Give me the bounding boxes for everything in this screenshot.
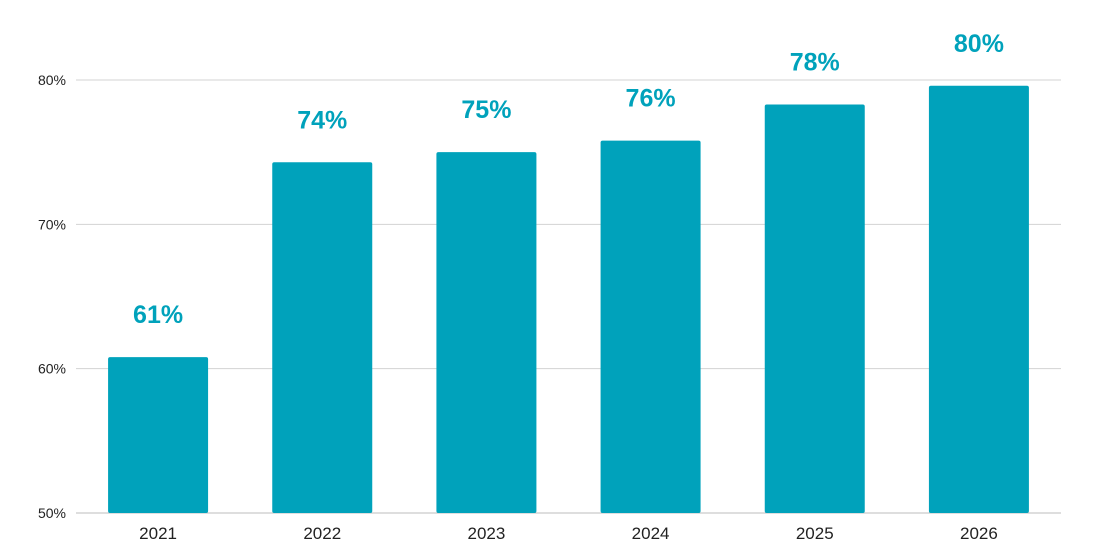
data-label: 80%: [954, 30, 1004, 58]
y-tick-label: 80%: [38, 72, 66, 88]
y-tick-label: 60%: [38, 361, 66, 377]
x-tick-label: 2026: [960, 524, 998, 543]
y-tick-label: 50%: [38, 505, 66, 521]
x-axis: 2021 2022 2023 2024 2025 2026: [139, 524, 998, 543]
grid-layer: [76, 79, 1061, 514]
bar: [436, 152, 537, 513]
x-tick-label: 2024: [632, 524, 670, 543]
bar: [928, 85, 1029, 514]
data-label: 76%: [626, 85, 676, 113]
data-label: 61%: [133, 301, 183, 329]
x-tick-label: 2021: [139, 524, 177, 543]
x-tick-label: 2022: [303, 524, 341, 543]
x-tick-label: 2023: [468, 524, 506, 543]
y-tick-label: 70%: [38, 216, 66, 232]
bar: [272, 162, 373, 513]
y-axis: 50% 60% 70% 80%: [38, 72, 66, 521]
data-label: 74%: [297, 106, 347, 134]
x-tick-label: 2025: [796, 524, 834, 543]
data-label: 75%: [461, 96, 511, 124]
bars: [108, 85, 1029, 514]
bar: [764, 104, 865, 513]
bar: [108, 357, 209, 513]
data-labels: 61% 74% 75% 76% 78% 80%: [133, 30, 1004, 329]
data-label: 78%: [790, 49, 840, 77]
bar: [600, 140, 701, 513]
